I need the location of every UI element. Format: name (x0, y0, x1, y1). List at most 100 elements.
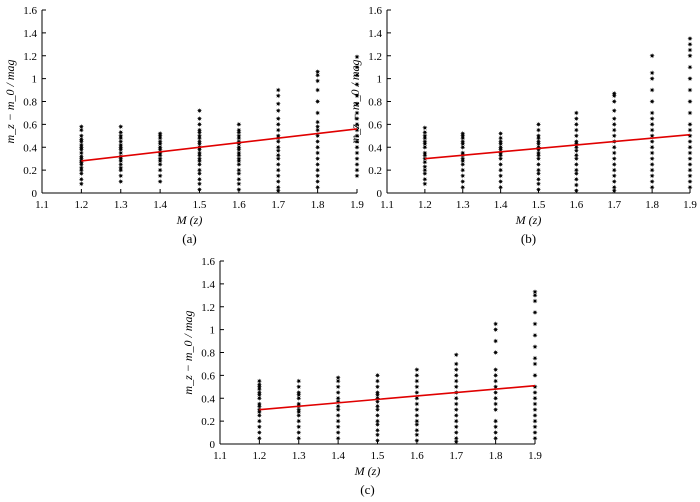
data-point (196, 121, 203, 127)
data-point (422, 159, 428, 165)
data-point (196, 176, 203, 182)
data-point (414, 407, 420, 413)
data-point (422, 156, 428, 162)
data-point (532, 395, 538, 401)
data-point (414, 432, 420, 438)
data-point (78, 176, 84, 182)
data-point (532, 344, 538, 350)
data-point (535, 176, 542, 182)
data-point (196, 186, 203, 193)
data-point (236, 176, 242, 182)
y-tick-label: 0 (210, 439, 216, 451)
data-point (535, 133, 542, 139)
data-point (422, 138, 428, 145)
data-point (374, 412, 381, 419)
data-point (611, 173, 617, 179)
data-point (78, 124, 84, 130)
data-point (532, 384, 538, 390)
data-point (687, 138, 693, 145)
data-point (315, 110, 321, 116)
data-point (453, 372, 459, 378)
data-point (649, 87, 655, 93)
data-point (196, 116, 203, 122)
data-point (611, 161, 617, 168)
data-point (687, 178, 693, 185)
data-point (493, 338, 499, 344)
data-point (460, 173, 466, 179)
data-point (414, 378, 420, 384)
data-point (275, 148, 281, 154)
data-point (460, 184, 466, 190)
x-axis-label: M (z) (354, 464, 381, 478)
x-tick-label: 1.8 (645, 199, 659, 211)
x-tick-label: 1.7 (449, 450, 463, 462)
data-point (78, 136, 84, 142)
data-point (414, 395, 420, 401)
y-tick-label: 0.4 (201, 393, 215, 405)
data-point (460, 144, 466, 150)
data-point (315, 98, 321, 105)
x-tick-label: 1.2 (253, 450, 267, 462)
data-point (687, 150, 693, 156)
data-point (649, 138, 655, 145)
data-point (649, 178, 655, 185)
x-tick-label: 1.7 (607, 199, 621, 211)
data-point (315, 156, 321, 162)
data-point (335, 418, 341, 424)
data-point (196, 150, 203, 156)
data-point (611, 108, 617, 114)
data-point (118, 173, 124, 179)
data-point (196, 156, 203, 162)
data-point (118, 161, 124, 168)
data-point (687, 161, 693, 168)
data-point (532, 407, 538, 413)
data-point (687, 127, 693, 133)
data-point (453, 439, 459, 445)
x-tick-label: 1.6 (232, 199, 246, 211)
data-point (532, 298, 538, 304)
x-tick-label: 1.8 (311, 199, 325, 211)
data-point (414, 418, 420, 424)
data-point (118, 142, 124, 148)
data-point (236, 144, 242, 150)
y-tick-label: 1.2 (368, 51, 382, 63)
data-point (493, 384, 499, 390)
data-point (498, 178, 504, 185)
data-point (532, 321, 538, 327)
data-point (460, 156, 466, 162)
data-point (493, 327, 499, 333)
data-point (498, 184, 504, 190)
data-point (611, 121, 617, 127)
data-point (649, 161, 655, 168)
data-point (374, 407, 381, 413)
data-point (335, 378, 341, 384)
data-point (498, 135, 504, 141)
data-point (335, 375, 341, 381)
data-point (374, 378, 381, 384)
data-point (275, 93, 281, 99)
panel-label: (c) (360, 482, 374, 497)
data-point (256, 381, 262, 388)
data-point (611, 144, 617, 150)
data-point (296, 424, 302, 430)
data-point (460, 161, 466, 168)
data-point (354, 144, 360, 150)
data-point (460, 138, 466, 145)
data-point (236, 127, 242, 133)
data-point (256, 407, 262, 413)
data-point (532, 418, 538, 424)
data-point (374, 389, 381, 396)
data-point (256, 401, 262, 407)
data-point (275, 121, 281, 127)
data-point (498, 156, 504, 162)
x-tick-label: 1.4 (494, 199, 508, 211)
data-point (687, 41, 693, 47)
x-tick-label: 1.4 (153, 199, 167, 211)
data-point (256, 435, 262, 441)
data-point (236, 161, 242, 168)
data-point (118, 124, 124, 130)
chart-panel-2: 1.1 1.2 1.3 1.4 1.5 1.6 1.7 1.8 1.9 0 0.2 0.4 0.6 0.8… (348, 5, 697, 246)
data-point (422, 176, 428, 182)
y-tick-label: 1.6 (23, 5, 37, 17)
data-point (196, 170, 203, 177)
